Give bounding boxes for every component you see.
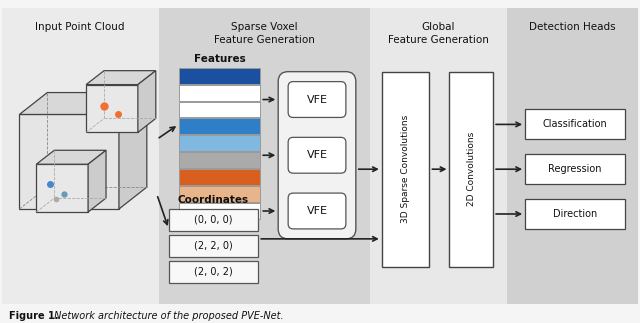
- Text: Global
Feature Generation: Global Feature Generation: [388, 22, 489, 45]
- Text: VFE: VFE: [307, 95, 328, 105]
- Bar: [179, 169, 260, 185]
- Text: Features: Features: [194, 54, 245, 64]
- Text: Detection Heads: Detection Heads: [529, 22, 616, 32]
- Bar: [525, 154, 625, 184]
- Polygon shape: [86, 71, 156, 85]
- Bar: [179, 101, 260, 118]
- Polygon shape: [119, 93, 147, 209]
- Text: Sparse Voxel
Feature Generation: Sparse Voxel Feature Generation: [214, 22, 315, 45]
- Bar: [169, 209, 259, 231]
- Polygon shape: [36, 164, 88, 212]
- Text: 2D Convolutions: 2D Convolutions: [467, 132, 476, 206]
- Bar: [449, 72, 493, 267]
- Text: (2, 0, 2): (2, 0, 2): [194, 267, 233, 277]
- Text: Classification: Classification: [543, 120, 607, 130]
- Polygon shape: [86, 85, 138, 132]
- Text: Coordinates: Coordinates: [178, 195, 249, 205]
- Bar: [169, 261, 259, 283]
- Text: Network architecture of the proposed PVE-Net.: Network architecture of the proposed PVE…: [51, 310, 284, 320]
- Polygon shape: [88, 150, 106, 212]
- FancyBboxPatch shape: [288, 193, 346, 229]
- Bar: [159, 8, 370, 304]
- FancyBboxPatch shape: [278, 72, 356, 239]
- Bar: [381, 72, 429, 267]
- Text: 3D Sparse Convolutions: 3D Sparse Convolutions: [401, 115, 410, 223]
- Text: (2, 2, 0): (2, 2, 0): [194, 241, 233, 251]
- Bar: [370, 8, 507, 304]
- Bar: [179, 203, 260, 219]
- Bar: [179, 135, 260, 151]
- Bar: [179, 152, 260, 168]
- Text: Direction: Direction: [553, 209, 597, 219]
- Polygon shape: [138, 71, 156, 132]
- Bar: [179, 119, 260, 134]
- Text: Figure 1.: Figure 1.: [10, 310, 59, 320]
- FancyBboxPatch shape: [288, 82, 346, 118]
- Polygon shape: [36, 150, 106, 164]
- Text: (0, 0, 0): (0, 0, 0): [195, 215, 233, 225]
- Text: Regression: Regression: [548, 164, 602, 174]
- Bar: [507, 8, 639, 304]
- Bar: [179, 68, 260, 84]
- Bar: [1, 8, 159, 304]
- Bar: [525, 199, 625, 229]
- FancyBboxPatch shape: [288, 137, 346, 173]
- Bar: [179, 85, 260, 100]
- Bar: [179, 186, 260, 202]
- Text: VFE: VFE: [307, 206, 328, 216]
- Bar: [169, 235, 259, 257]
- Text: VFE: VFE: [307, 150, 328, 160]
- Polygon shape: [19, 93, 147, 114]
- Polygon shape: [19, 114, 119, 209]
- Bar: [525, 109, 625, 139]
- Text: Input Point Cloud: Input Point Cloud: [35, 22, 125, 32]
